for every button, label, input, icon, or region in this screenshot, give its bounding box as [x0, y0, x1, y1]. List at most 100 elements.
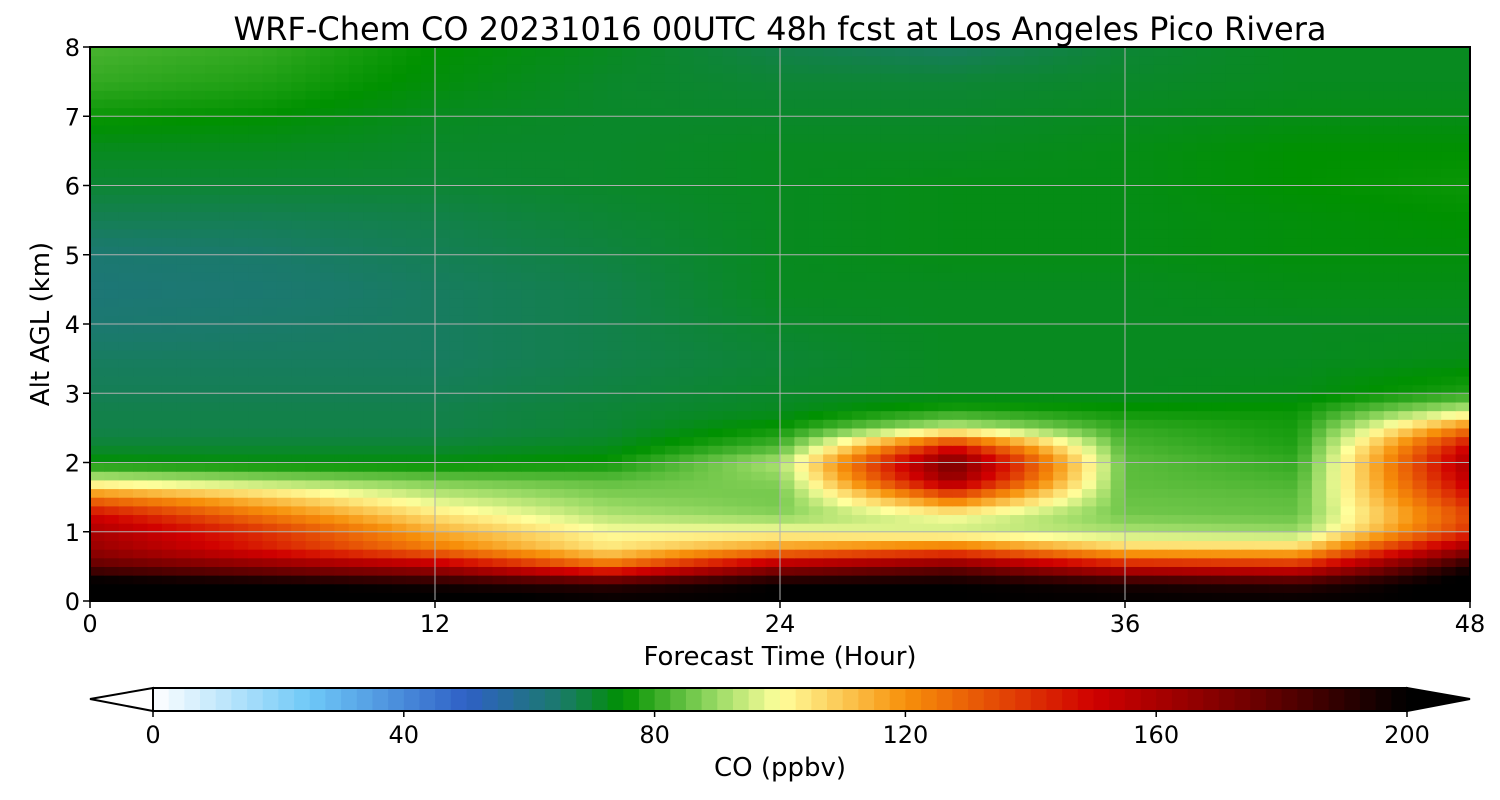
heatmap-cell	[621, 367, 637, 377]
heatmap-cell	[1081, 358, 1097, 368]
heatmap-cell	[1024, 324, 1040, 334]
heatmap-cell	[578, 497, 594, 507]
heatmap-cell	[133, 289, 149, 299]
heatmap-cell	[1412, 453, 1428, 464]
heatmap-cell	[1297, 202, 1313, 213]
heatmap-cell	[1225, 315, 1241, 325]
heatmap-cell	[722, 401, 738, 412]
heatmap-cell	[866, 168, 882, 178]
heatmap-cell	[636, 592, 652, 602]
heatmap-cell	[190, 194, 206, 204]
heatmap-cell	[1125, 254, 1140, 265]
heatmap-cell	[823, 150, 839, 161]
heatmap-cell	[1024, 445, 1040, 455]
heatmap-cell	[233, 185, 249, 195]
heatmap-cell	[1024, 237, 1040, 247]
heatmap-cell	[808, 531, 824, 542]
heatmap-cell	[535, 540, 551, 550]
heatmap-cell	[765, 514, 781, 524]
heatmap-cell	[291, 393, 307, 403]
heatmap-cell	[276, 471, 292, 481]
heatmap-cell	[880, 531, 896, 542]
heatmap-cell	[492, 453, 508, 464]
heatmap-cell	[262, 315, 278, 325]
heatmap-cell	[133, 358, 149, 368]
heatmap-cell	[118, 202, 134, 213]
heatmap-cell	[1340, 194, 1356, 204]
heatmap-cell	[708, 220, 724, 230]
heatmap-cell	[1038, 358, 1054, 368]
heatmap-cell	[909, 228, 925, 239]
heatmap-cell	[693, 289, 709, 299]
heatmap-cell	[190, 237, 206, 247]
heatmap-cell	[751, 566, 767, 576]
heatmap-cell	[880, 436, 896, 446]
heatmap-cell	[1426, 298, 1442, 308]
heatmap-cell	[1125, 211, 1140, 221]
heatmap-cell	[636, 427, 652, 438]
heatmap-cell	[1240, 168, 1255, 178]
heatmap-cell	[981, 514, 997, 524]
heatmap-cell	[1311, 453, 1327, 464]
heatmap-cell	[550, 220, 565, 230]
heatmap-cell	[751, 332, 767, 342]
heatmap-cell	[406, 349, 422, 360]
heatmap-cell	[449, 349, 465, 360]
heatmap-cell	[1340, 324, 1356, 334]
heatmap-cell	[348, 540, 364, 550]
heatmap-cell	[449, 557, 465, 567]
heatmap-cell	[1369, 220, 1385, 230]
heatmap-cell	[1311, 358, 1327, 368]
heatmap-cell	[1297, 349, 1313, 360]
heatmap-cell	[952, 445, 968, 455]
heatmap-cell	[377, 289, 393, 299]
heatmap-cell	[205, 332, 220, 342]
heatmap-cell	[880, 445, 896, 455]
heatmap-cell	[995, 566, 1011, 576]
heatmap-cell	[276, 462, 292, 472]
heatmap-cell	[1426, 514, 1442, 524]
heatmap-cell	[995, 549, 1011, 559]
heatmap-cell	[564, 211, 580, 221]
heatmap-cell	[118, 358, 134, 368]
heatmap-cell	[1412, 220, 1428, 230]
heatmap-cell	[1211, 237, 1227, 247]
heatmap-cell	[1398, 557, 1414, 567]
heatmap-cell	[1355, 505, 1370, 516]
heatmap-cell	[176, 263, 192, 273]
heatmap-cell	[593, 566, 609, 576]
heatmap-cell	[923, 410, 939, 420]
heatmap-cell	[1024, 228, 1040, 239]
heatmap-cell	[923, 246, 939, 256]
heatmap-cell	[1297, 220, 1313, 230]
heatmap-cell	[406, 263, 422, 273]
heatmap-cell	[1355, 246, 1370, 256]
heatmap-cell	[1081, 427, 1097, 438]
heatmap-cell	[895, 401, 910, 412]
heatmap-cell	[736, 583, 752, 593]
heatmap-cell	[621, 289, 637, 299]
heatmap-cell	[794, 479, 810, 490]
heatmap-cell	[276, 185, 292, 195]
heatmap-cell	[205, 358, 220, 368]
heatmap-cell	[1455, 505, 1471, 516]
heatmap-cell	[736, 220, 752, 230]
heatmap-cell	[1081, 367, 1097, 377]
heatmap-cell	[909, 471, 925, 481]
heatmap-cell	[1182, 540, 1198, 550]
heatmap-cell	[118, 280, 134, 290]
heatmap-cell	[938, 194, 954, 204]
heatmap-cell	[1168, 246, 1184, 256]
heatmap-cell	[190, 159, 206, 169]
heatmap-cell	[923, 254, 939, 265]
heatmap-cell	[751, 427, 767, 438]
heatmap-cell	[305, 384, 321, 394]
heatmap-cell	[463, 557, 479, 567]
heatmap-cell	[550, 557, 565, 567]
heatmap-cell	[176, 419, 192, 429]
heatmap-cell	[147, 557, 163, 567]
heatmap-cell	[938, 540, 954, 550]
heatmap-cell	[736, 315, 752, 325]
heatmap-cell	[995, 419, 1011, 429]
heatmap-cell	[1081, 540, 1097, 550]
